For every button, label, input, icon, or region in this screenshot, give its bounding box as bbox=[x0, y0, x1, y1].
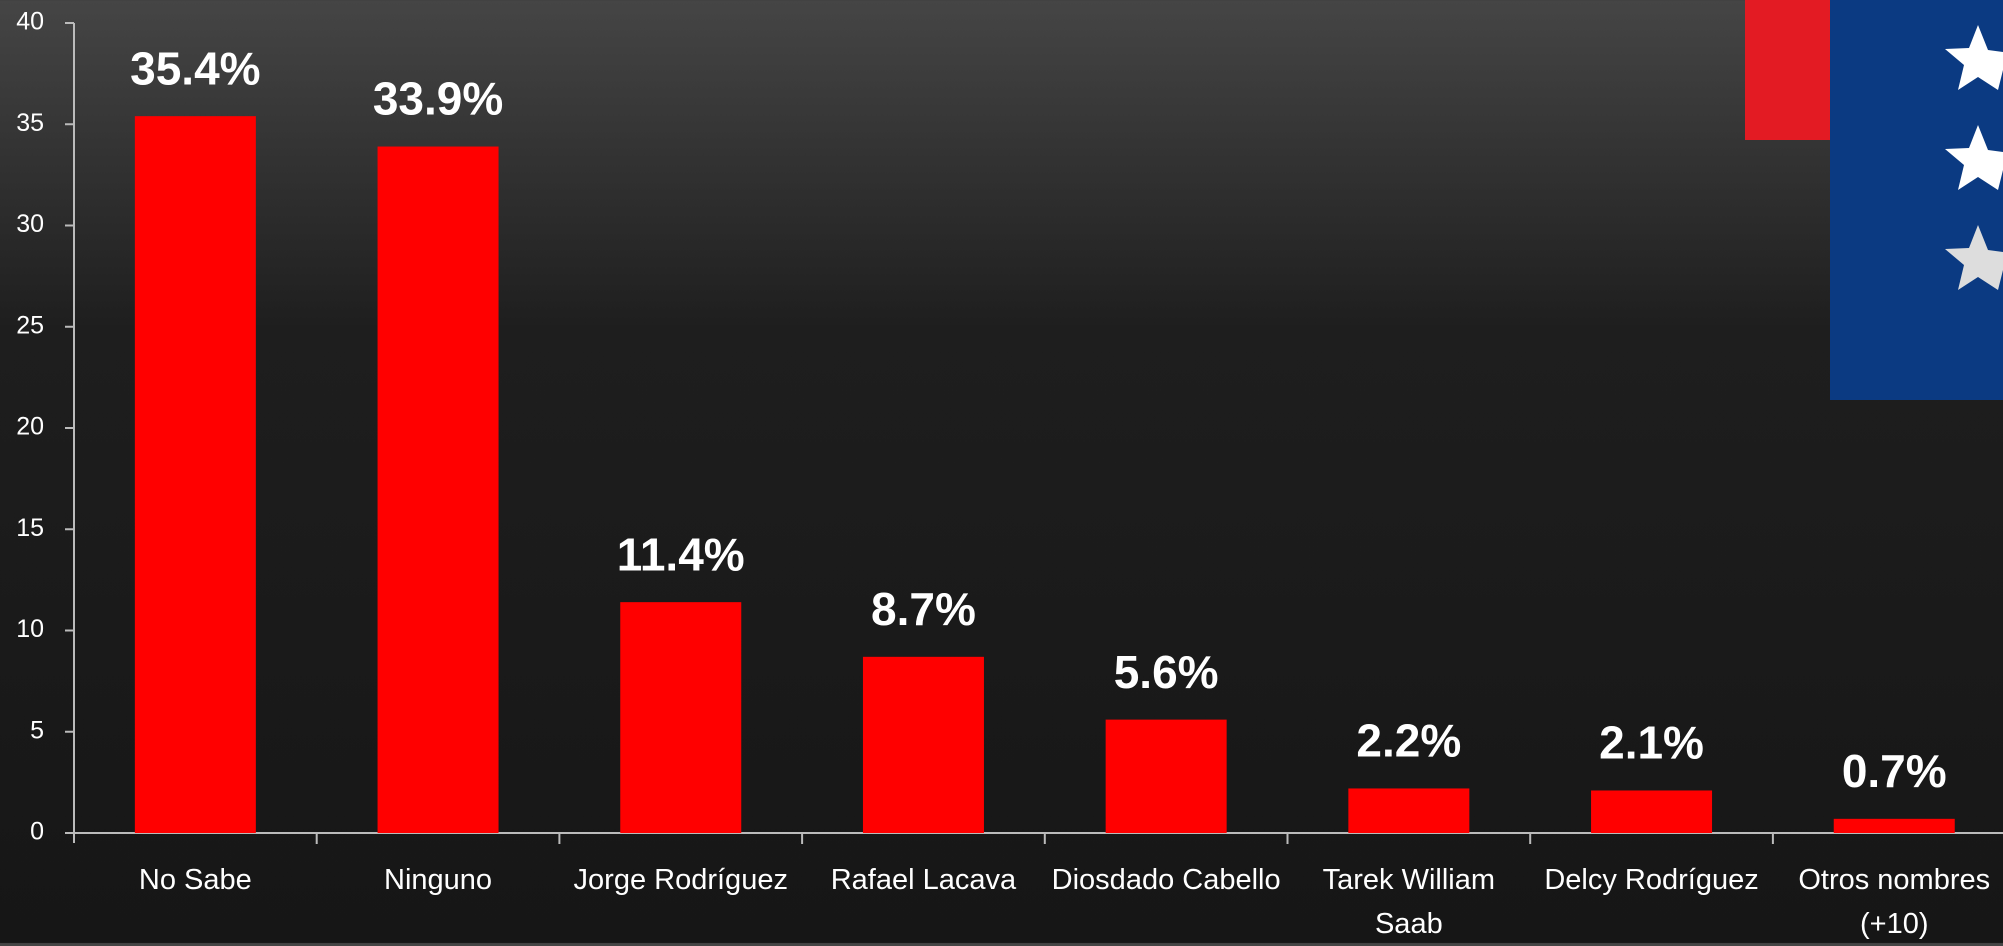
x-tick-label: No Sabe bbox=[138, 864, 252, 896]
bar bbox=[1591, 790, 1713, 833]
y-tick-label: 20 bbox=[16, 413, 44, 441]
y-tick-label: 10 bbox=[16, 615, 44, 643]
value-label: 35.4% bbox=[130, 42, 260, 94]
bar bbox=[620, 602, 742, 833]
value-label: 2.2% bbox=[1356, 715, 1461, 767]
value-label: 11.4% bbox=[617, 528, 745, 580]
x-tick-label: Ninguno bbox=[384, 864, 493, 896]
bar bbox=[862, 656, 984, 833]
y-tick-label: 40 bbox=[16, 8, 44, 36]
x-tick-label: Rafael Lacava bbox=[830, 864, 1017, 896]
value-label: 33.9% bbox=[373, 73, 503, 125]
bar bbox=[1348, 788, 1470, 833]
y-tick-label: 35 bbox=[16, 109, 44, 137]
x-tick-label: Delcy Rodríguez bbox=[1544, 864, 1759, 896]
y-tick-label: 15 bbox=[16, 514, 44, 542]
bar bbox=[134, 116, 256, 833]
y-tick-label: 25 bbox=[16, 311, 44, 339]
bar bbox=[1105, 719, 1227, 833]
y-tick-label: 5 bbox=[30, 716, 44, 744]
value-label: 2.1% bbox=[1599, 717, 1704, 769]
value-label: 8.7% bbox=[871, 583, 976, 635]
bar bbox=[1833, 818, 1955, 833]
flag-decoration bbox=[1745, 0, 2003, 400]
x-tick-label: Jorge Rodríguez bbox=[573, 864, 788, 896]
y-tick-label: 0 bbox=[30, 818, 44, 846]
value-label: 5.6% bbox=[1114, 646, 1219, 698]
y-tick-label: 30 bbox=[16, 210, 44, 238]
x-tick-label: Otros nombres (+10) bbox=[1798, 864, 1991, 940]
bar bbox=[377, 146, 499, 833]
value-label: 0.7% bbox=[1842, 745, 1947, 797]
x-tick-label: Diosdado Cabello bbox=[1051, 864, 1281, 896]
x-tick-label: Tarek William Saab bbox=[1322, 864, 1496, 940]
